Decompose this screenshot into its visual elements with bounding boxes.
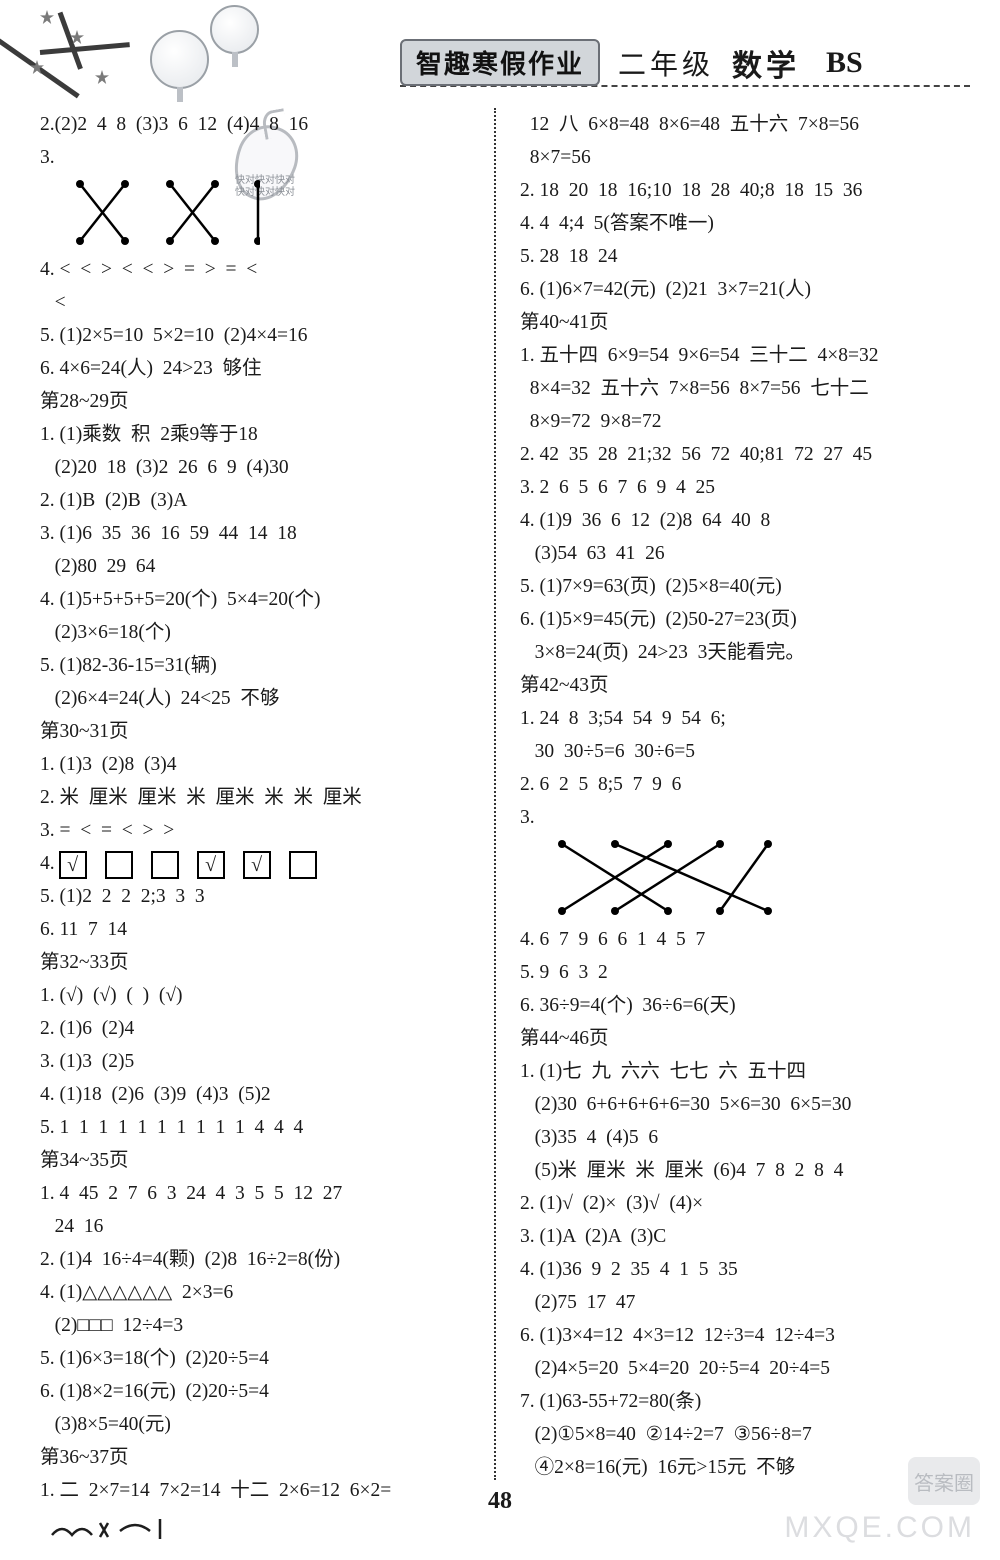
l-line: 4. (1)△△△△△△ 2×3=6 — [40, 1276, 480, 1309]
l-line: 5. (1)2×5=10 5×2=10 (2)4×4=16 — [40, 319, 480, 352]
matching-diagram-2 — [550, 836, 780, 921]
r-line: (2)75 17 47 — [520, 1286, 960, 1319]
left-column: 2.(2)2 4 8 (3)3 6 12 (4)4 8 16 3. 4. < <… — [40, 108, 490, 1480]
r-line: 6. 36÷9=4(个) 36÷6=6(天) — [520, 989, 960, 1022]
l-line: 3. (1)6 35 36 16 59 44 14 18 — [40, 517, 480, 550]
l-line: 4. < < > < < > = > = < — [40, 253, 480, 286]
l-line: 3. = < = < > > — [40, 814, 480, 847]
r-line: 3×8=24(页) 24>23 3天能看完。 — [520, 636, 960, 669]
matching-diagram-1 — [70, 176, 260, 251]
l-line: 3. — [40, 141, 480, 174]
answer-checkbox — [151, 851, 179, 879]
r-line: 4. 6 7 9 6 6 1 4 5 7 — [520, 923, 960, 956]
l-line: 1. (√) (√) ( ) (√) — [40, 979, 480, 1012]
answer-checkbox — [105, 851, 133, 879]
r-line: (2)30 6+6+6+6+6=30 5×6=30 6×5=30 — [520, 1088, 960, 1121]
r-line: 12 八 6×8=48 8×6=48 五十六 7×8=56 — [520, 108, 960, 141]
l-line: 5. (1)6×3=18(个) (2)20÷5=4 — [40, 1342, 480, 1375]
answer-checkbox: √ — [59, 851, 87, 879]
l-line: 5. (1)2 2 2 2;3 3 3 — [40, 880, 480, 913]
variant-label: BS — [826, 46, 863, 80]
l-line: 5. (1)82-36-15=31(辆) — [40, 649, 480, 682]
r-line: 4. (1)9 36 6 12 (2)8 64 40 8 — [520, 504, 960, 537]
l-line: 1. (1)3 (2)8 (3)4 — [40, 748, 480, 781]
l-line: 5. 1 1 1 1 1 1 1 1 1 1 4 4 4 — [40, 1111, 480, 1144]
l-line: 2. (1)4 16÷4=4(颗) (2)8 16÷2=8(份) — [40, 1243, 480, 1276]
r-line: 第44~46页 — [520, 1022, 960, 1055]
l-line: 3. (1)3 (2)5 — [40, 1045, 480, 1078]
l-line: 4.√√√ — [40, 847, 480, 880]
r-line: 2. 6 2 5 8;5 7 9 6 — [520, 768, 960, 801]
r-line: (3)35 4 (4)5 6 — [520, 1121, 960, 1154]
l-line: 第34~35页 — [40, 1144, 480, 1177]
l-line: 第36~37页 — [40, 1441, 480, 1474]
l-line: 6. (1)8×2=16(元) (2)20÷5=4 — [40, 1375, 480, 1408]
l-line: (2)20 18 (3)2 26 6 9 (4)30 — [40, 451, 480, 484]
workbook-title: 智趣寒假作业 — [400, 39, 600, 86]
r-line: 3. 2 6 5 6 7 6 9 4 25 — [520, 471, 960, 504]
l-line: (2)3×6=18(个) — [40, 616, 480, 649]
r-line: 1. 24 8 3;54 54 9 54 6; — [520, 702, 960, 735]
r-line: 5. (1)7×9=63(页) (2)5×8=40(元) — [520, 570, 960, 603]
r-line: 4. (1)36 9 2 35 4 1 5 35 — [520, 1253, 960, 1286]
r-line: (2)①5×8=40 ②14÷2=7 ③56÷8=7 — [520, 1418, 960, 1451]
l-line: 2.(2)2 4 8 (3)3 6 12 (4)4 8 16 — [40, 108, 480, 141]
r-line: 30 30÷5=6 30÷6=5 — [520, 735, 960, 768]
r-line: 1. 五十四 6×9=54 9×6=54 三十二 4×8=32 — [520, 339, 960, 372]
r-line: 8×7=56 — [520, 141, 960, 174]
l-line: 第32~33页 — [40, 946, 480, 979]
r-line: ④2×8=16(元) 16元>15元 不够 — [520, 1451, 960, 1484]
r-line: 3. — [520, 801, 960, 834]
l-line: 2. (1)6 (2)4 — [40, 1012, 480, 1045]
watermark-text: MXQE.COM — [784, 1511, 975, 1545]
r-line: 5. 28 18 24 — [520, 240, 960, 273]
r-line: 5. 9 6 3 2 — [520, 956, 960, 989]
r-line: 6. (1)6×7=42(元) (2)21 3×7=21(人) — [520, 273, 960, 306]
r-line: (5)米 厘米 米 厘米 (6)4 7 8 2 8 4 — [520, 1154, 960, 1187]
page-header: 智趣寒假作业 二年级 数学 BS — [400, 40, 970, 87]
l-line-prefix: 4. — [40, 853, 55, 874]
checkbox-row: √ √ √ — [59, 851, 317, 879]
bottom-doodle — [50, 1517, 180, 1542]
r-line: 6. (1)3×4=12 4×3=12 12÷3=4 12÷4=3 — [520, 1319, 960, 1352]
l-line: 2. 米 厘米 厘米 米 厘米 米 米 厘米 — [40, 781, 480, 814]
l-line: 24 16 — [40, 1210, 480, 1243]
l-line: 2. (1)B (2)B (3)A — [40, 484, 480, 517]
answer-checkbox — [289, 851, 317, 879]
r-line: 8×9=72 9×8=72 — [520, 405, 960, 438]
r-line: 2. 42 35 28 21;32 56 72 40;81 72 27 45 — [520, 438, 960, 471]
l-line: 1. 4 45 2 7 6 3 24 4 3 5 5 12 27 — [40, 1177, 480, 1210]
r-line: 2. 18 20 18 16;10 18 28 40;8 18 15 36 — [520, 174, 960, 207]
right-column: 12 八 6×8=48 8×6=48 五十六 7×8=56 8×7=56 2. … — [500, 108, 960, 1480]
r-line: 8×4=32 五十六 7×8=56 8×7=56 七十二 — [520, 372, 960, 405]
l-line: 6. 4×6=24(人) 24>23 够住 — [40, 352, 480, 385]
l-line: 4. (1)18 (2)6 (3)9 (4)3 (5)2 — [40, 1078, 480, 1111]
l-line: 6. 11 7 14 — [40, 913, 480, 946]
answer-checkbox: √ — [197, 851, 225, 879]
r-line: 第40~41页 — [520, 306, 960, 339]
l-line: 1. (1)乘数 积 2乘9等于18 — [40, 418, 480, 451]
l-line: 4. (1)5+5+5+5=20(个) 5×4=20(个) — [40, 583, 480, 616]
r-line: 第42~43页 — [520, 669, 960, 702]
column-divider — [494, 108, 496, 1480]
l-line: (3)8×5=40(元) — [40, 1408, 480, 1441]
r-line: 6. (1)5×9=45(元) (2)50-27=23(页) — [520, 603, 960, 636]
l-line: (2)80 29 64 — [40, 550, 480, 583]
watermark-badge: 答案圈 — [908, 1457, 980, 1505]
r-line: 1. (1)七 九 六六 七七 六 五十四 — [520, 1055, 960, 1088]
r-line: 2. (1)√ (2)× (3)√ (4)× — [520, 1187, 960, 1220]
r-line: 4. 4 4;4 5(答案不唯一) — [520, 207, 960, 240]
l-line: (2)□□□ 12÷4=3 — [40, 1309, 480, 1342]
r-line: (2)4×5=20 5×4=20 20÷5=4 20÷4=5 — [520, 1352, 960, 1385]
l-line: (2)6×4=24(人) 24<25 不够 — [40, 682, 480, 715]
l-line: 第28~29页 — [40, 385, 480, 418]
r-line: 7. (1)63-55+72=80(条) — [520, 1385, 960, 1418]
answer-checkbox: √ — [243, 851, 271, 879]
l-line: < — [40, 286, 480, 319]
grade-label: 二年级 — [618, 43, 714, 83]
r-line: (3)54 63 41 26 — [520, 537, 960, 570]
r-line: 3. (1)A (2)A (3)C — [520, 1220, 960, 1253]
l-line: 第30~31页 — [40, 715, 480, 748]
subject-label: 数学 — [732, 41, 800, 85]
